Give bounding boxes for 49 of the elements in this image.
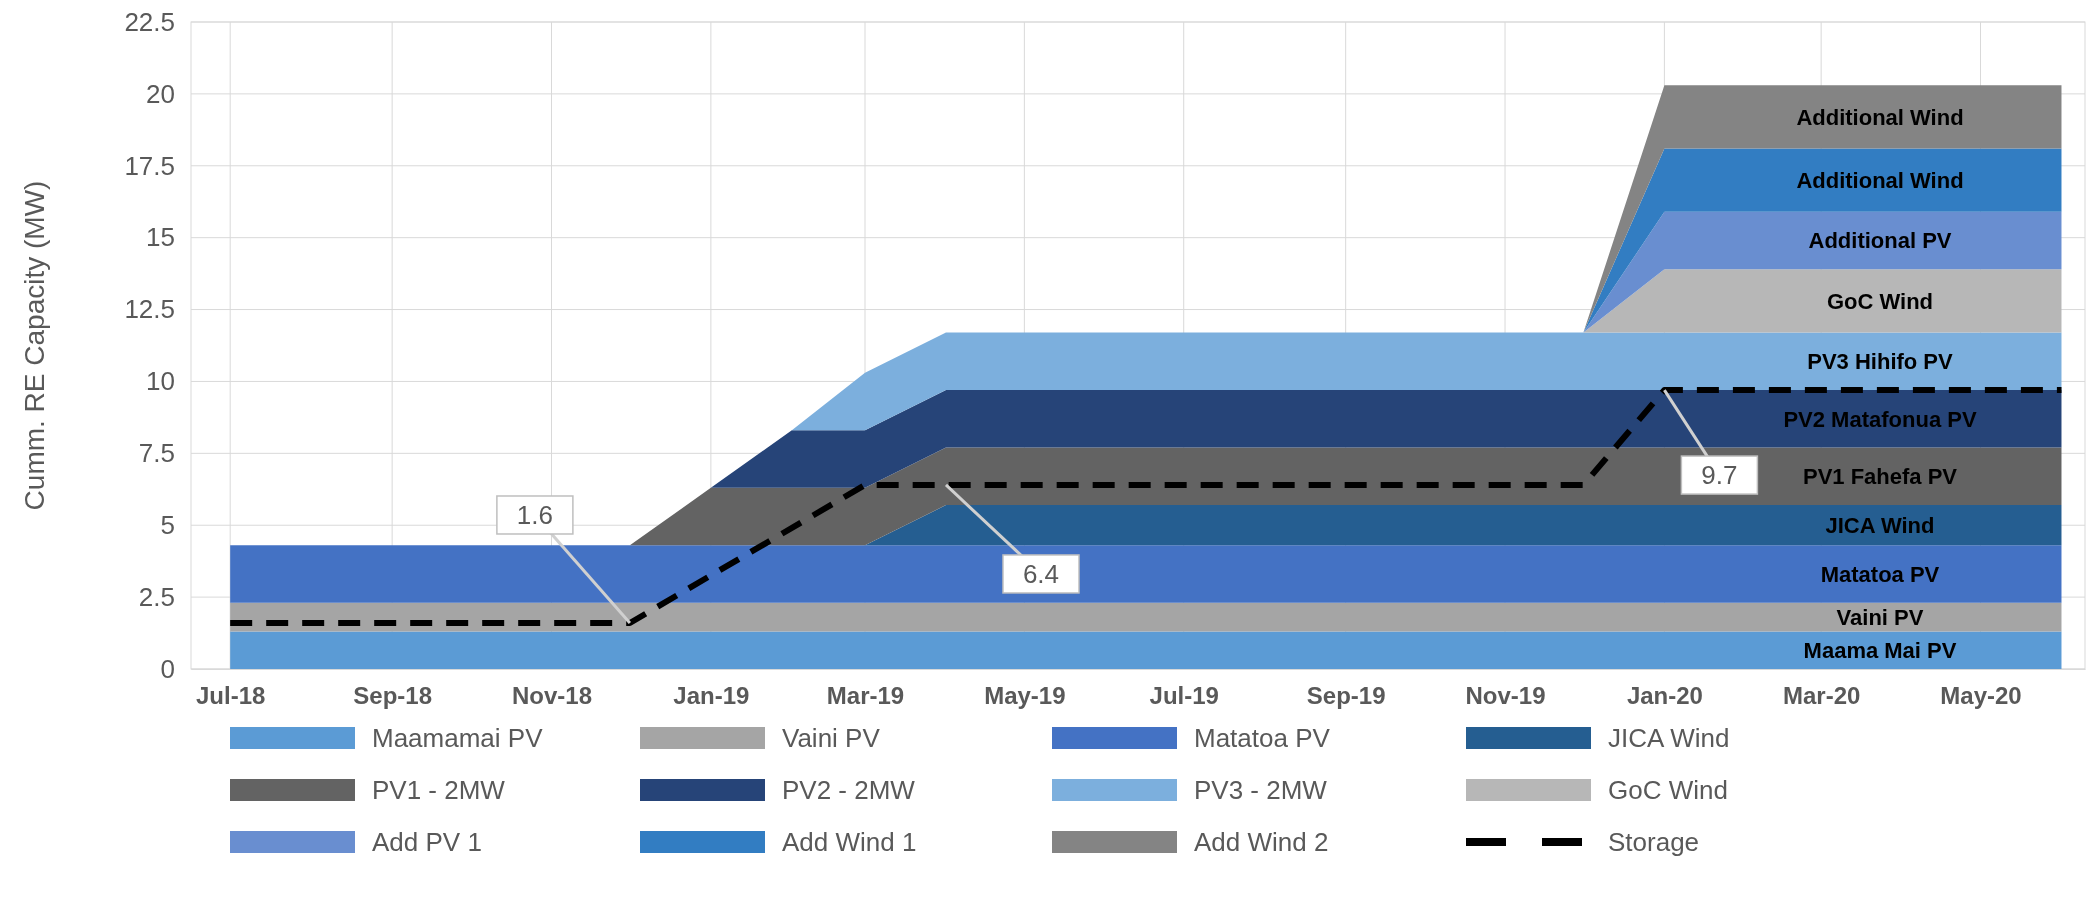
y-tick-label: 5: [160, 510, 175, 541]
y-tick-label: 22.5: [124, 6, 175, 37]
y-tick-label: 17.5: [124, 150, 175, 181]
legend-label: GoC Wind: [1608, 775, 1728, 806]
y-axis-title: Cumm. RE Capacity (MW): [18, 180, 50, 511]
legend-label: PV2 - 2MW: [782, 775, 916, 806]
annotation: Additional Wind: [1796, 104, 1964, 130]
legend-label: Add Wind 1: [782, 827, 917, 858]
x-tick-label: Nov-19: [1465, 682, 1546, 710]
legend-label: Matatoa PV: [1194, 723, 1331, 754]
annotation: Maama Mai PV: [1803, 638, 1957, 664]
y-tick-label: 0: [160, 653, 175, 684]
x-tick-label: Sep-18: [353, 682, 433, 710]
x-tick-label: Sep-19: [1306, 682, 1386, 710]
data-label: 6.4: [1022, 559, 1060, 590]
y-tick-label: 12.5: [124, 294, 175, 325]
x-tick-label: May-20: [1940, 682, 2022, 710]
legend-label: PV1 - 2MW: [372, 775, 506, 806]
legend-label: Maamamai PV: [372, 723, 544, 754]
x-tick-label: Jan-20: [1626, 682, 1703, 710]
legend-label: Vaini PV: [782, 723, 881, 754]
legend-label: Add Wind 2: [1194, 827, 1329, 858]
annotation: Additional PV: [1808, 228, 1952, 254]
x-tick-label: Jan-19: [673, 682, 750, 710]
legend-label: JICA Wind: [1608, 723, 1730, 754]
y-tick-label: 15: [146, 222, 175, 253]
legend-label: Storage: [1608, 827, 1700, 858]
annotation: PV1 Fahefa PV: [1802, 464, 1958, 490]
y-tick-label: 7.5: [138, 438, 175, 469]
legend-label: PV3 - 2MW: [1194, 775, 1328, 806]
annotation: PV2 Matafonua PV: [1783, 406, 1977, 432]
data-label: 1.6: [516, 500, 553, 531]
data-label: 9.7: [1701, 460, 1738, 491]
x-tick-label: Mar-19: [826, 682, 905, 710]
legend-label: Add PV 1: [372, 827, 482, 858]
annotation: Additional Wind: [1796, 167, 1964, 193]
y-tick-label: 10: [146, 366, 175, 397]
annotation: Matatoa PV: [1820, 561, 1940, 587]
annotation: PV3 Hihifo PV: [1807, 349, 1954, 375]
y-tick-label: 2.5: [138, 581, 175, 612]
x-tick-label: Jul-18: [196, 682, 266, 710]
annotation: Vaini PV: [1836, 604, 1924, 630]
annotation: GoC Wind: [1826, 288, 1934, 314]
annotation: JICA Wind: [1825, 512, 1935, 538]
y-tick-label: 20: [146, 78, 175, 109]
x-tick-label: Jul-19: [1149, 682, 1219, 710]
x-tick-label: Mar-20: [1782, 682, 1861, 710]
x-tick-label: May-19: [984, 682, 1066, 710]
x-tick-label: Nov-18: [512, 682, 593, 710]
